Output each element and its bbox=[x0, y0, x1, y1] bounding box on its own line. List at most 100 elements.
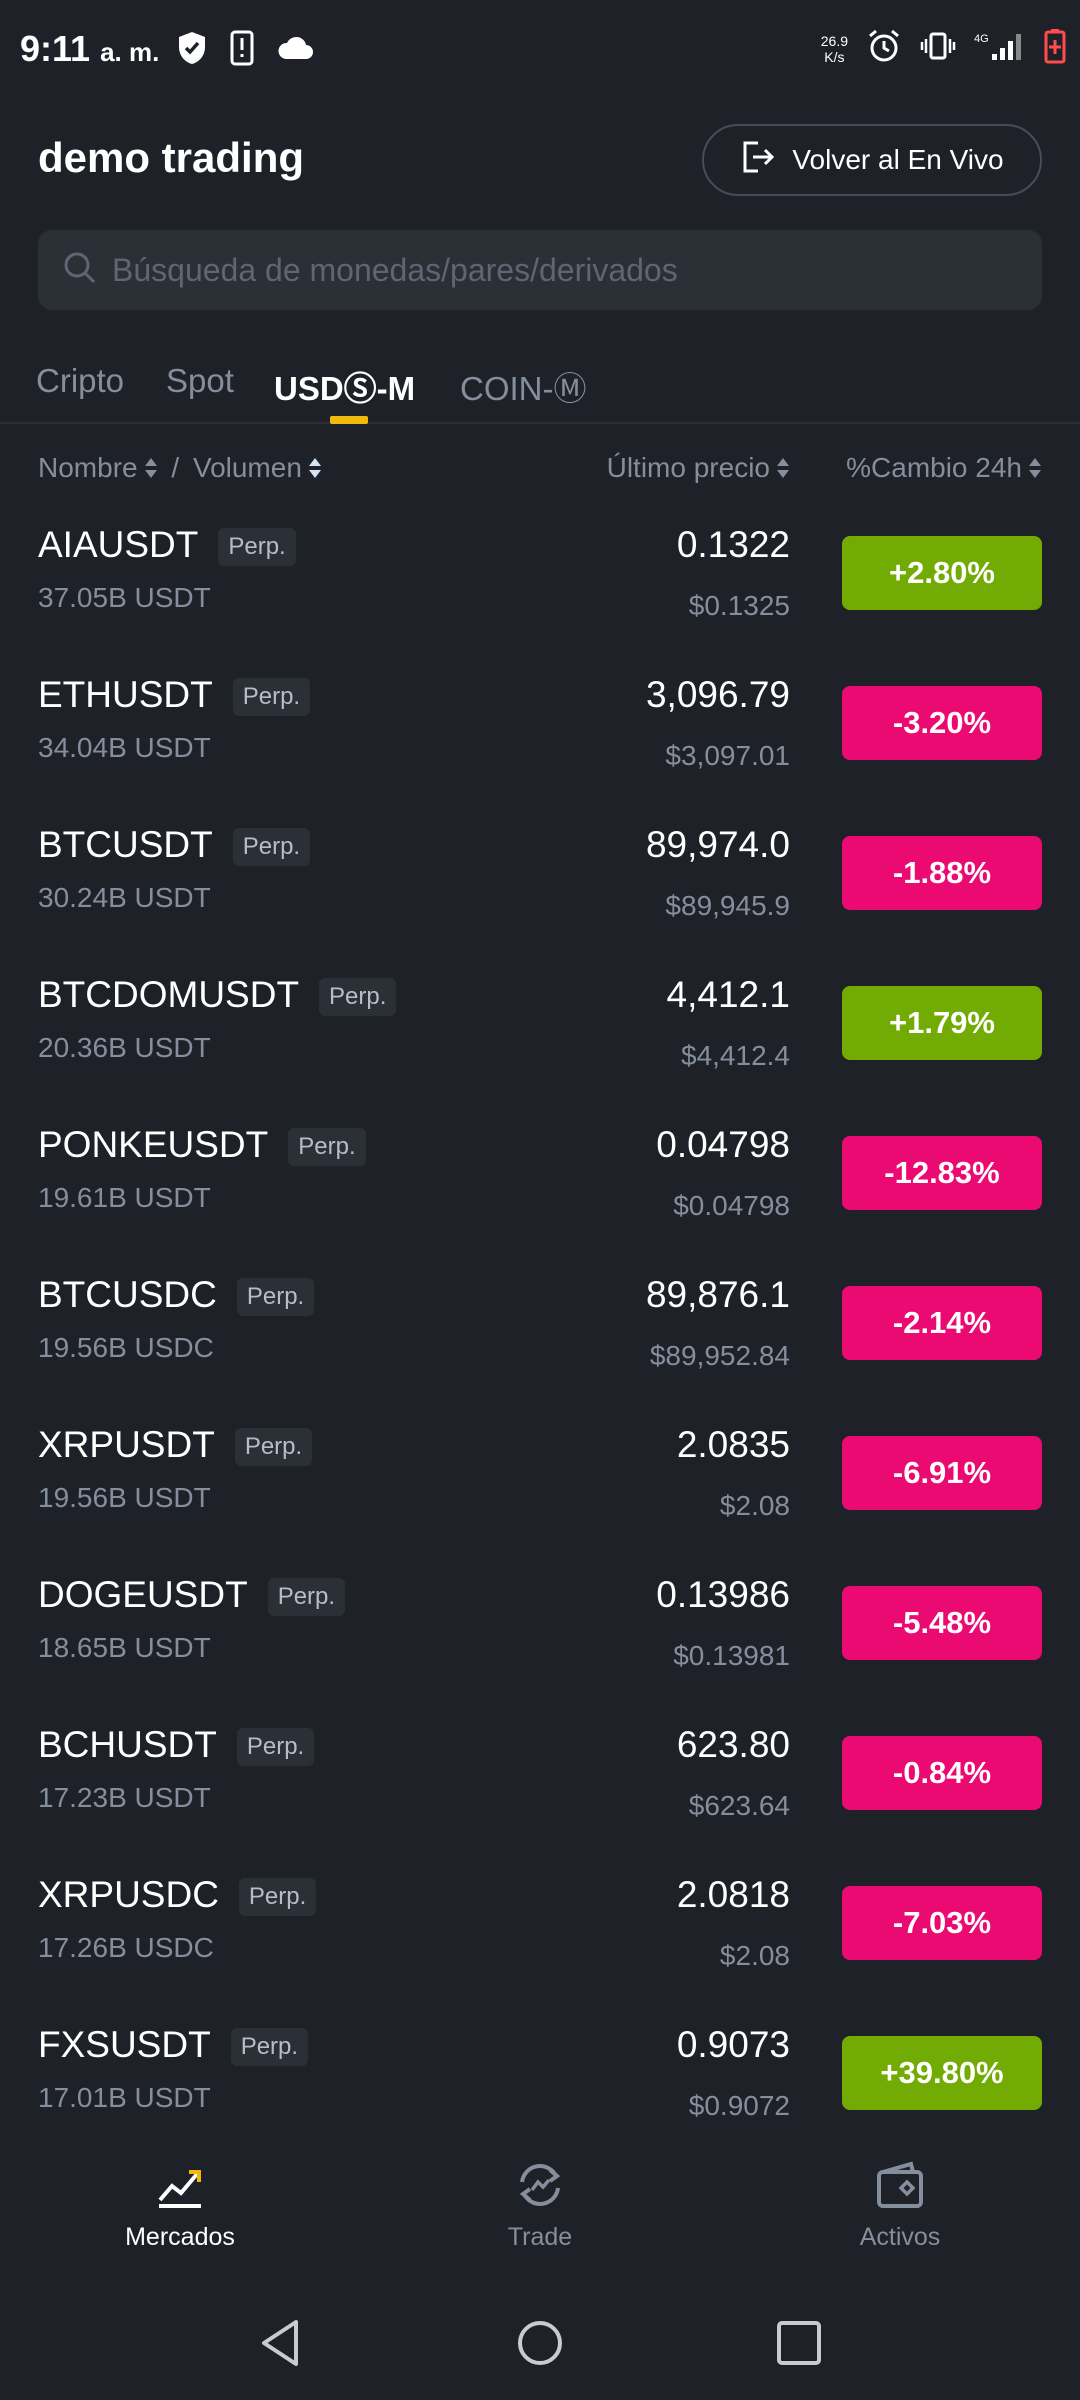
last-price: 2.0818 bbox=[676, 1874, 790, 1915]
sort-by-last-price[interactable]: Último precio bbox=[607, 452, 790, 484]
perp-tag: Perp. bbox=[232, 678, 311, 716]
system-nav-bar bbox=[0, 2300, 1080, 2400]
status-time: 9:11 a. m. bbox=[20, 28, 159, 70]
column-headers: Nombre / Volumen Último precio %Cambio 2… bbox=[0, 452, 1080, 492]
perp-tag: Perp. bbox=[267, 1578, 346, 1616]
market-row[interactable]: XRPUSDC Perp. 17.26B USDC 2.0818 $2.08 -7… bbox=[0, 1870, 1080, 2020]
change-badge[interactable]: -3.20% bbox=[842, 686, 1042, 760]
name-volume-header: Nombre / Volumen bbox=[38, 452, 322, 484]
wallet-icon bbox=[875, 2160, 925, 2215]
price-usd: $0.9072 bbox=[688, 2090, 790, 2121]
change-badge[interactable]: -6.91% bbox=[842, 1436, 1042, 1510]
status-bar: 9:11 a. m. 26.9 K/s bbox=[0, 0, 1080, 100]
market-row[interactable]: FXSUSDT Perp. 17.01B USDT 0.9073 $0.9072 … bbox=[0, 2020, 1080, 2170]
symbol: BTCUSDT Perp. bbox=[38, 824, 311, 866]
tab-usds-m[interactable]: USDⓈ-M bbox=[274, 370, 416, 407]
symbol-name: AIAUSDT bbox=[38, 524, 199, 565]
sort-by-volume[interactable]: Volumen bbox=[193, 452, 322, 484]
sort-icon bbox=[1028, 455, 1042, 481]
back-to-live-label: Volver al En Vivo bbox=[792, 144, 1004, 175]
price-usd: $0.13981 bbox=[673, 1640, 790, 1671]
nav-markets[interactable]: Mercados bbox=[80, 2160, 280, 2252]
market-row[interactable]: AIAUSDT Perp. 37.05B USDT 0.1322 $0.1325 … bbox=[0, 520, 1080, 670]
name-header-label: Nombre bbox=[38, 452, 138, 483]
nav-label: Activos bbox=[859, 2223, 941, 2251]
bottom-nav: Mercados Trade Activos bbox=[0, 2160, 1080, 2280]
symbol: XRPUSDT Perp. bbox=[38, 1424, 313, 1466]
market-tabs: Cripto Spot USDⓈ-M COIN-Ⓜ bbox=[0, 352, 1080, 424]
net-speed-value: 26.9 bbox=[820, 32, 848, 49]
status-time-ampm: a. m. bbox=[100, 37, 160, 67]
perp-tag: Perp. bbox=[218, 528, 296, 566]
page-title: demo trading bbox=[38, 134, 305, 181]
change-badge[interactable]: -2.14% bbox=[842, 1286, 1042, 1360]
change-badge[interactable]: -12.83% bbox=[842, 1136, 1042, 1210]
volume: 34.04B USDT bbox=[38, 732, 211, 763]
change-badge[interactable]: -5.48% bbox=[842, 1586, 1042, 1660]
market-row[interactable]: DOGEUSDT Perp. 18.65B USDT 0.13986 $0.139… bbox=[0, 1570, 1080, 1720]
market-row[interactable]: BTCUSDT Perp. 30.24B USDT 89,974.0 $89,94… bbox=[0, 820, 1080, 970]
cloud-icon bbox=[276, 35, 314, 66]
price-usd: $0.1325 bbox=[688, 590, 790, 621]
volume: 20.36B USDT bbox=[38, 1032, 211, 1063]
volume-header-label: Volumen bbox=[192, 452, 302, 483]
last-price: 0.13986 bbox=[656, 1574, 790, 1615]
sim-alert-icon bbox=[230, 30, 254, 71]
market-row[interactable]: BCHUSDT Perp. 17.23B USDT 623.80 $623.64 … bbox=[0, 1720, 1080, 1870]
last-price: 3,096.79 bbox=[645, 674, 790, 715]
change-badge[interactable]: -7.03% bbox=[842, 1886, 1042, 1960]
change-badge[interactable]: +2.80% bbox=[842, 536, 1042, 610]
change-badge[interactable]: -0.84% bbox=[842, 1736, 1042, 1810]
back-icon[interactable] bbox=[258, 2318, 302, 2373]
perp-tag: Perp. bbox=[288, 1128, 366, 1166]
symbol: BTCUSDC Perp. bbox=[38, 1274, 315, 1316]
status-left-icons bbox=[176, 30, 314, 71]
trade-swap-icon bbox=[512, 2160, 568, 2215]
status-right-icons: 26.9 K/s 4G bbox=[821, 28, 1066, 69]
symbol-name: BTCDOMUSDT bbox=[38, 974, 300, 1015]
market-row[interactable]: XRPUSDT Perp. 19.56B USDT 2.0835 $2.08 -6… bbox=[0, 1420, 1080, 1570]
search-input[interactable]: Búsqueda de monedas/pares/derivados bbox=[38, 230, 1042, 310]
price-usd: $4,412.4 bbox=[681, 1040, 790, 1071]
home-icon[interactable] bbox=[516, 2318, 564, 2373]
symbol: ETHUSDT Perp. bbox=[38, 674, 311, 716]
tab-cripto[interactable]: Cripto bbox=[36, 362, 125, 399]
price-usd: $2.08 bbox=[719, 1940, 790, 1971]
symbol: BCHUSDT Perp. bbox=[38, 1724, 315, 1766]
last-price: 0.9073 bbox=[676, 2024, 790, 2065]
back-to-live-button[interactable]: Volver al En Vivo bbox=[702, 124, 1042, 196]
search-placeholder: Búsqueda de monedas/pares/derivados bbox=[112, 251, 678, 288]
last-price: 623.80 bbox=[676, 1724, 790, 1765]
symbol: XRPUSDC Perp. bbox=[38, 1874, 317, 1916]
tab-spot[interactable]: Spot bbox=[166, 362, 234, 399]
search-icon bbox=[62, 250, 98, 291]
sort-by-name[interactable]: Nombre bbox=[38, 452, 158, 484]
market-row[interactable]: BTCUSDC Perp. 19.56B USDC 89,876.1 $89,95… bbox=[0, 1270, 1080, 1420]
perp-tag: Perp. bbox=[236, 1278, 315, 1316]
market-row[interactable]: BTCDOMUSDT Perp. 20.36B USDT 4,412.1 $4,4… bbox=[0, 970, 1080, 1120]
nav-assets[interactable]: Activos bbox=[800, 2160, 1000, 2252]
volume: 19.61B USDT bbox=[38, 1182, 211, 1213]
volume: 18.65B USDT bbox=[38, 1632, 211, 1663]
volume: 17.26B USDC bbox=[38, 1932, 214, 1963]
sort-by-change[interactable]: %Cambio 24h bbox=[846, 452, 1042, 484]
net-speed: 26.9 K/s bbox=[821, 33, 848, 65]
exit-icon bbox=[740, 140, 776, 181]
recents-icon[interactable] bbox=[776, 2318, 822, 2373]
last-price: 89,974.0 bbox=[645, 824, 790, 865]
symbol: AIAUSDT Perp. bbox=[38, 524, 296, 566]
change-badge[interactable]: +1.79% bbox=[842, 986, 1042, 1060]
market-row[interactable]: PONKEUSDT Perp. 19.61B USDT 0.04798 $0.04… bbox=[0, 1120, 1080, 1270]
nav-trade[interactable]: Trade bbox=[440, 2160, 640, 2252]
market-row[interactable]: ETHUSDT Perp. 34.04B USDT 3,096.79 $3,097… bbox=[0, 670, 1080, 820]
change-badge[interactable]: +39.80% bbox=[842, 2036, 1042, 2110]
volume: 37.05B USDT bbox=[38, 582, 211, 613]
volume: 19.56B USDC bbox=[38, 1332, 214, 1363]
change-badge[interactable]: -1.88% bbox=[842, 836, 1042, 910]
tab-coin-m[interactable]: COIN-Ⓜ bbox=[460, 370, 587, 407]
alarm-icon bbox=[866, 28, 902, 69]
symbol-name: DOGEUSDT bbox=[38, 1574, 248, 1615]
symbol-name: BTCUSDC bbox=[38, 1274, 217, 1315]
volume: 19.56B USDT bbox=[38, 1482, 211, 1513]
perp-tag: Perp. bbox=[232, 828, 311, 866]
